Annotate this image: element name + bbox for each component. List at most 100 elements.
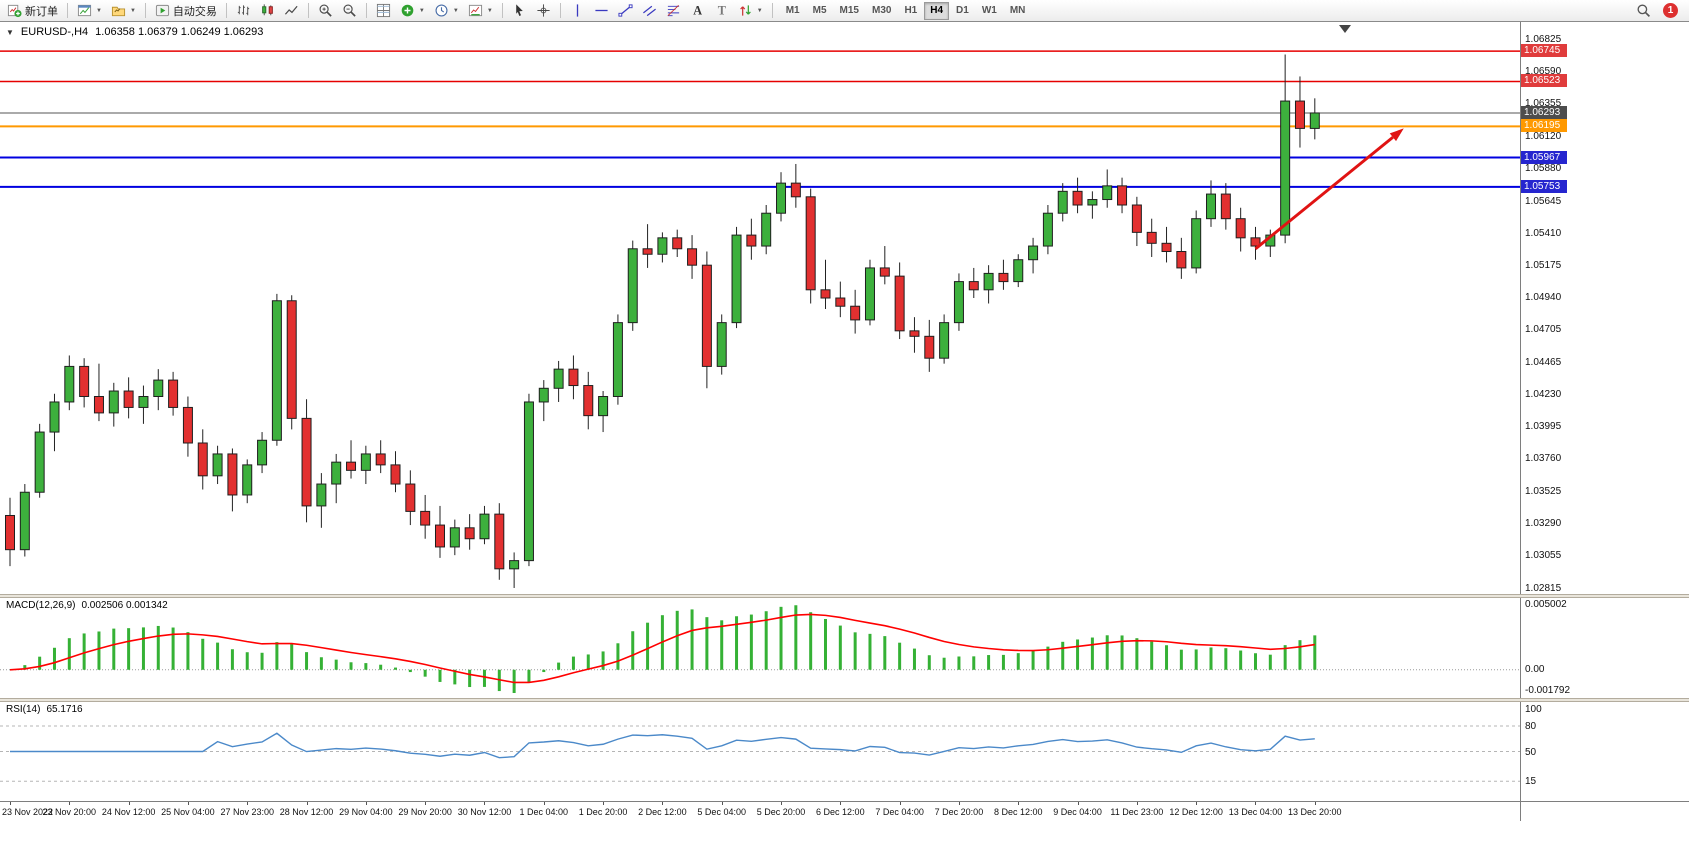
trendline-button[interactable] — [614, 1, 637, 21]
text-icon: A — [690, 3, 705, 18]
rsi-tick: 50 — [1525, 746, 1537, 758]
price-tick: 1.02815 — [1525, 582, 1562, 594]
timeframe-d1-button[interactable]: D1 — [950, 2, 975, 20]
candlestick-chart-button[interactable] — [256, 1, 279, 21]
timeframe-m15-button[interactable]: M15 — [834, 2, 865, 20]
horizontal-lines[interactable] — [0, 50, 1520, 188]
time-label: 7 Dec 04:00 — [875, 807, 924, 817]
time-axis-row: 23 Nov 2022 23 Nov 20:00 24 Nov 12:00 25 No… — [0, 801, 1689, 821]
auto-trading-button[interactable]: 自动交易 — [151, 1, 221, 21]
macd-tick: 0.005002 — [1525, 599, 1567, 610]
notification-badge[interactable]: 1 — [1663, 3, 1678, 18]
time-label: 2 Dec 12:00 — [638, 807, 687, 817]
price-tick: 1.05645 — [1525, 195, 1562, 207]
crosshair-button[interactable] — [532, 1, 555, 21]
auto-trading-label: 自动交易 — [172, 5, 217, 18]
time-tick — [247, 802, 249, 805]
time-label: 23 Nov 2022 — [2, 807, 54, 817]
new-order-label: 新订单 — [25, 5, 58, 18]
resistance-line-1-label: 1.06745 — [1521, 44, 1567, 58]
zoom-in-button[interactable] — [314, 1, 337, 21]
trend-arrow[interactable] — [1254, 128, 1404, 250]
macd-axis[interactable]: 0.005002 0.00 -0.001792 — [1520, 598, 1689, 698]
macd-histogram — [23, 605, 1317, 693]
fibonacci-button[interactable] — [662, 1, 685, 21]
line-chart-button[interactable] — [280, 1, 303, 21]
time-tick — [10, 802, 11, 805]
price-tick: 1.04940 — [1525, 292, 1562, 303]
support-line-1-label: 1.05967 — [1521, 150, 1567, 164]
time-tick — [1196, 802, 1198, 805]
time-label: 7 Dec 20:00 — [934, 807, 984, 817]
timeframe-h1-button[interactable]: H1 — [898, 2, 923, 20]
macd-chart[interactable]: MACD(12,26,9) 0.002506 0.001342 — [0, 598, 1520, 698]
time-label: 1 Dec 20:00 — [578, 807, 628, 817]
price-tick: 1.03760 — [1525, 453, 1562, 465]
time-tick — [840, 802, 842, 805]
time-label: 24 Nov 12:00 — [101, 807, 156, 817]
bottom-spacer — [0, 821, 1689, 861]
arrows-button[interactable]: ▼ — [734, 1, 767, 21]
price-axis[interactable]: 1.06825 1.06590 1.06355 1.06120 1.05880 1.056… — [1520, 22, 1689, 594]
toolbar-separator — [144, 3, 146, 18]
new-order-button[interactable]: 新订单 — [3, 1, 62, 21]
time-label: 9 Dec 04:00 — [1053, 807, 1102, 817]
time-label: 29 Nov 04:00 — [339, 807, 393, 817]
panel-divider[interactable] — [0, 594, 1689, 598]
search-button[interactable] — [1632, 1, 1655, 21]
timeframe-mn-button[interactable]: MN — [1004, 2, 1032, 20]
macd-name: MACD(12,26,9) — [6, 600, 76, 611]
vertical-line-button[interactable] — [566, 1, 589, 21]
macd-tick: 0.00 — [1525, 663, 1545, 675]
label-button[interactable]: T — [710, 1, 733, 21]
current-price-line-label: 1.06293 — [1521, 105, 1567, 119]
tile-windows-button[interactable] — [372, 1, 395, 21]
timeframe-m5-button[interactable]: M5 — [807, 2, 833, 20]
bar-chart-button[interactable] — [232, 1, 255, 21]
time-label: 5 Dec 04:00 — [697, 807, 746, 817]
toolbar-separator — [771, 3, 773, 18]
timeframe-m30-button[interactable]: M30 — [866, 2, 897, 20]
chart-menu-caret[interactable]: ▼ — [6, 27, 14, 37]
rsi-axis[interactable]: 100 80 50 15 — [1520, 702, 1689, 801]
horizontal-line-button[interactable] — [590, 1, 613, 21]
rsi-chart[interactable]: RSI(14) 65.1716 — [0, 702, 1520, 801]
profiles-button[interactable]: ▼ — [107, 1, 140, 21]
zoom-out-button[interactable] — [338, 1, 361, 21]
auto-trading-icon — [155, 3, 170, 18]
new-chart-icon — [77, 3, 92, 18]
time-tick — [899, 802, 901, 805]
profiles-icon — [111, 3, 126, 18]
price-tick: 1.03290 — [1525, 517, 1562, 529]
time-axis-corner — [1520, 802, 1689, 821]
timeframe-w1-button[interactable]: W1 — [976, 2, 1003, 20]
time-label: 12 Dec 12:00 — [1169, 807, 1223, 817]
chevron-down-icon: ▼ — [129, 7, 136, 14]
periods-button[interactable]: ▼ — [430, 1, 463, 21]
zoom-out-icon — [342, 3, 357, 18]
time-tick — [1314, 802, 1316, 805]
text-button[interactable]: A — [686, 1, 709, 21]
cursor-button[interactable] — [508, 1, 531, 21]
bar-chart-icon — [236, 3, 251, 18]
timeframe-buttons: M1 M5 M15 M30 H1 H4 D1 W1 MN — [780, 1, 1032, 20]
channel-button[interactable] — [638, 1, 661, 21]
horizontal-line-icon — [594, 3, 609, 18]
price-chart[interactable]: ▼ EURUSD-,H4 1.06358 1.06379 1.06249 1.0… — [0, 22, 1520, 594]
chart-shift-marker[interactable] — [1339, 25, 1351, 33]
price-tick: 1.05175 — [1525, 259, 1562, 271]
time-axis[interactable]: 23 Nov 2022 23 Nov 20:00 24 Nov 12:00 25 No… — [0, 802, 1520, 821]
panel-divider[interactable] — [0, 698, 1689, 702]
timeframe-m1-button[interactable]: M1 — [780, 2, 806, 20]
trendline-icon — [618, 3, 633, 18]
new-chart-button[interactable]: ▼ — [73, 1, 106, 21]
line-chart-icon — [284, 3, 299, 18]
templates-button[interactable]: ▼ — [464, 1, 497, 21]
price-tick: 1.05410 — [1525, 227, 1562, 239]
time-label: 27 Nov 23:00 — [220, 807, 275, 817]
indicators-button[interactable]: ▼ — [396, 1, 429, 21]
zoom-in-icon — [318, 3, 333, 18]
timeframe-h4-button[interactable]: H4 — [924, 1, 950, 20]
toolbar-separator — [67, 3, 68, 18]
toolbar-right: 1 — [1632, 1, 1686, 21]
